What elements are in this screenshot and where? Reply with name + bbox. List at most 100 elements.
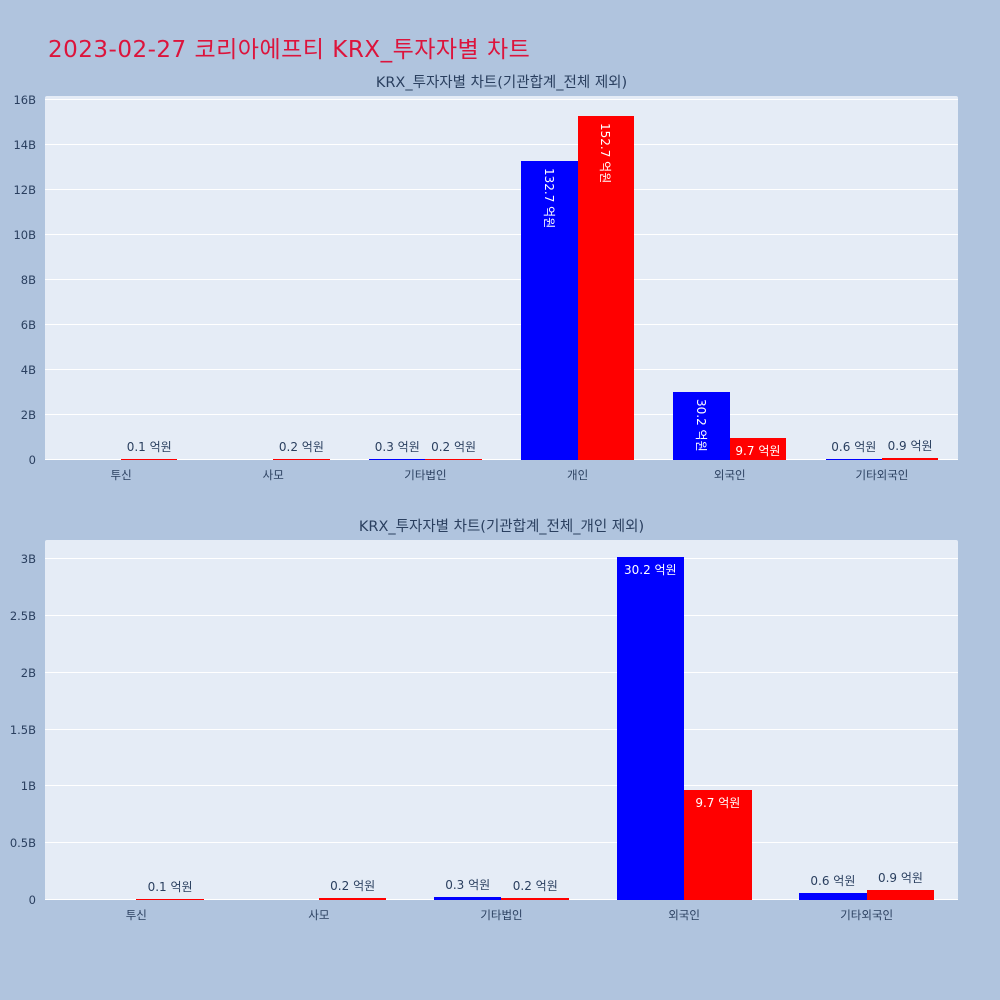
- gridline: [45, 459, 958, 460]
- y-tick-label: 1B: [20, 779, 36, 794]
- bar-value-label: 0.2 억원: [330, 878, 376, 893]
- chart-title-bottom: KRX_투자자별 차트(기관합계_전체_개인 제외): [358, 519, 645, 535]
- bar-group: 0.6 억원 0.9 억원: [775, 540, 958, 900]
- plot-area: 0.1 억원 투신 0.2 억원 사모 0.3 억원 0.2 억원 기타법인 30.2 억원 9…: [45, 540, 958, 922]
- bar-value-label: 9.7 억원: [735, 444, 781, 459]
- x-category-label: 사모: [308, 908, 330, 922]
- gridline: [45, 785, 958, 787]
- bar-group: 0.3 억원 0.2 억원: [349, 96, 501, 460]
- bar: 0.1 억원: [121, 440, 178, 460]
- bar-value-label: 152.7 억원: [598, 123, 613, 184]
- bar-group: 0.1 억원: [45, 96, 197, 460]
- x-category-label: 기타법인: [404, 468, 447, 482]
- y-tick-label: 14B: [13, 138, 36, 153]
- gridline: [45, 324, 958, 326]
- bar: 9.7 억원: [729, 438, 787, 460]
- x-category-label: 기타외국인: [840, 908, 894, 922]
- page-title: 2023-02-27 코리아에프티 KRX_투자자별 차트: [48, 37, 531, 63]
- bar-group: 30.2 억원 9.7 억원: [654, 96, 806, 460]
- bar-group: 30.2 억원 9.7 억원: [593, 540, 776, 900]
- gridline: [45, 369, 958, 371]
- bar-value-label: 0.1 억원: [147, 879, 193, 894]
- y-tick-label: 3B: [20, 552, 36, 567]
- chart-panel-bottom: KRX_투자자별 차트(기관합계_전체_개인 제외) 0 0.5B 1B 1.5B 2B…: [10, 519, 958, 922]
- bar-value-label: 0.2 억원: [278, 439, 324, 454]
- y-tick-label: 0: [28, 893, 36, 907]
- gridline: [45, 842, 958, 844]
- x-category-label: 사모: [262, 468, 284, 482]
- y-tick-label: 0.5B: [9, 836, 36, 851]
- bar: 0.6 억원: [825, 440, 882, 460]
- bar: 152.7 억원: [577, 116, 634, 460]
- gridline: [45, 728, 958, 730]
- gridline: [45, 414, 958, 416]
- bar: 0.2 억원: [318, 879, 387, 900]
- bar: 0.1 억원: [136, 880, 204, 900]
- category-slot: 0.1 억원 투신: [45, 540, 228, 922]
- bar-value-label: 9.7 억원: [695, 795, 741, 810]
- bar: 0.2 억원: [273, 440, 330, 460]
- x-category-label: 투신: [110, 468, 132, 482]
- plot-area: 0.1 억원 투신 0.2 억원 사모 0.3 억원 0.2 억원 기타법인 132.7 억원…: [45, 96, 958, 482]
- gridline: [45, 279, 958, 281]
- bar: 0.3 억원: [369, 440, 426, 460]
- bar-value-label: 132.7 억원: [541, 168, 556, 229]
- x-category-label: 기타외국인: [855, 468, 909, 482]
- bar: 0.9 억원: [881, 439, 939, 460]
- x-category-label: 기타법인: [480, 908, 523, 922]
- y-tick-label: 2B: [20, 408, 36, 423]
- y-tick-label: 4B: [20, 363, 36, 378]
- bar-value-label: 0.9 억원: [887, 438, 933, 453]
- bar: 9.7 억원: [684, 789, 752, 900]
- gridline: [45, 144, 958, 146]
- bar: 30.2 억원: [673, 392, 730, 460]
- bar: 0.2 억원: [425, 440, 482, 460]
- y-tick-label: 2.5B: [9, 609, 36, 624]
- x-category-label: 개인: [567, 468, 589, 482]
- bar: 30.2 억원: [616, 557, 685, 900]
- bar-value-label: 30.2 억원: [623, 563, 677, 578]
- chart-panel-top: KRX_투자자별 차트(기관합계_전체 제외) 0 2B 4B 6B 8B 10B 12B 1…: [13, 75, 958, 482]
- gridline: [45, 234, 958, 236]
- bar-group: 0.3 억원 0.2 억원: [410, 540, 593, 900]
- y-tick-label: 16B: [13, 93, 36, 108]
- y-tick-label: 6B: [20, 318, 36, 333]
- bar-value-label: 0.3 억원: [445, 877, 491, 892]
- y-tick-label: 0: [28, 453, 36, 467]
- x-category-label: 투신: [125, 908, 147, 922]
- bar: 0.3 억원: [433, 878, 502, 900]
- y-tick-label: 12B: [13, 183, 36, 198]
- bar-group: 0.2 억원: [228, 540, 411, 900]
- bar-value-label: 0.6 억원: [810, 874, 856, 889]
- gridline: [45, 615, 958, 617]
- y-tick-label: 10B: [13, 228, 36, 243]
- bar: 0.2 억원: [501, 879, 570, 900]
- bar: 0.9 억원: [866, 871, 935, 900]
- x-category-label: 외국인: [713, 468, 746, 482]
- bar-value-label: 0.2 억원: [512, 878, 558, 893]
- gridline: [45, 558, 958, 560]
- bar-value-label: 0.9 억원: [877, 870, 923, 885]
- bar-group: 0.1 억원: [45, 540, 228, 900]
- bar-value-label: 30.2 억원: [694, 399, 709, 452]
- bar-value-label: 0.1 억원: [126, 439, 172, 454]
- bar-value-label: 0.2 억원: [431, 439, 477, 454]
- bar-group: 132.7 억원 152.7 억원: [502, 96, 654, 460]
- chart-title-top: KRX_투자자별 차트(기관합계_전체 제외): [375, 75, 628, 91]
- bar-value-label: 0.3 억원: [374, 439, 420, 454]
- y-tick-label: 8B: [20, 273, 36, 288]
- bar: 132.7 억원: [521, 161, 578, 460]
- gridline: [45, 671, 958, 673]
- x-category-label: 외국인: [668, 908, 700, 922]
